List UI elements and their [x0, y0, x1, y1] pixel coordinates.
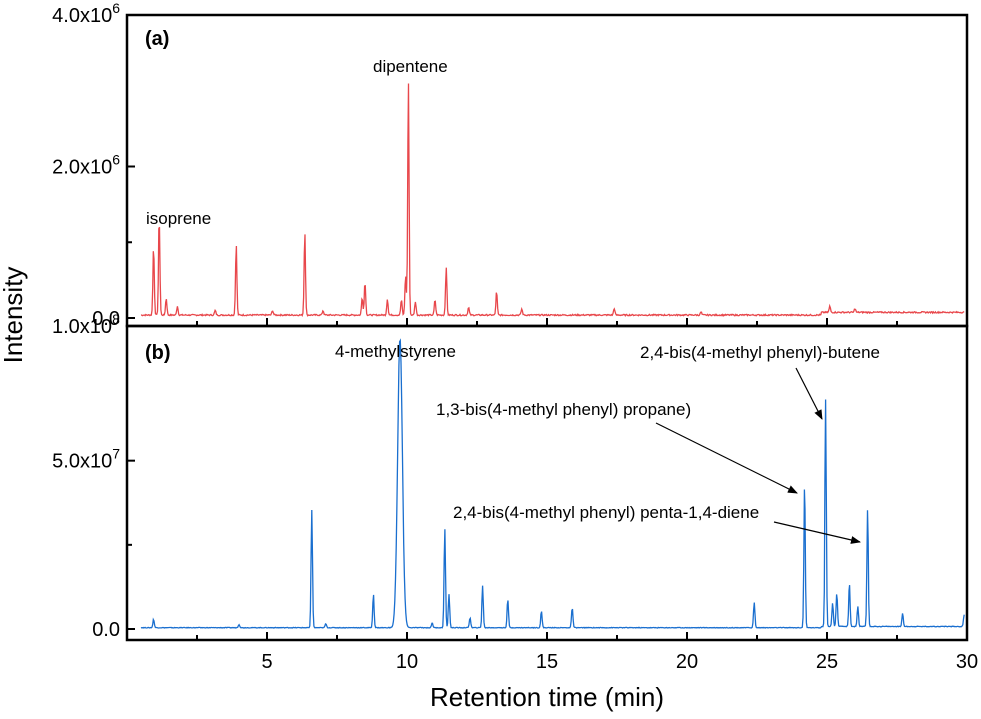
axis-ticks: [126, 14, 968, 640]
trace-panel-b: [140, 338, 965, 629]
y-tick-label-b-1: 5.0x107: [52, 446, 120, 473]
x-axis-title: Retention time (min): [430, 682, 664, 712]
x-tick-label-10: 10: [396, 651, 418, 673]
panel-a-frame: [125, 13, 969, 328]
x-tick-label-20: 20: [676, 651, 698, 673]
x-tick-label-30: 30: [956, 651, 978, 673]
overlap-tick-label: 1.0x108: [52, 311, 120, 338]
y-tick-label-b-0: 0.0: [92, 619, 120, 641]
arrow-pentadiene: [773, 521, 861, 544]
arrow-butene: [795, 367, 823, 420]
arrow-propane: [655, 422, 798, 494]
annotation-4-methylstyrene: 4-methylstyrene: [335, 342, 456, 361]
annotation-butene: 2,4-bis(4-methyl phenyl)-butene: [640, 343, 880, 362]
y-axis-title: Intensity: [0, 267, 28, 364]
y-tick-label-a-0: 0.0: [92, 308, 120, 330]
annotation-pentadiene: 2,4-bis(4-methyl phenyl) penta-1,4-diene: [453, 503, 759, 522]
annotation-dipentene: dipentene: [373, 57, 448, 76]
panel-b-label: (b): [145, 342, 171, 364]
x-tick-label-25: 25: [816, 651, 838, 673]
x-tick-label-5: 5: [261, 651, 272, 673]
y-tick-label-a-2: 4.0x106: [52, 0, 120, 27]
annotation-propane: 1,3-bis(4-methyl phenyl) propane): [436, 400, 691, 419]
x-tick-label-15: 15: [536, 651, 558, 673]
y-tick-label-a-1: 2.0x106: [52, 152, 120, 179]
trace-panel-a: [140, 83, 965, 317]
annotation-isoprene: isoprene: [146, 209, 211, 228]
panel-b-frame: [125, 324, 969, 642]
tick-labels: 0.0 2.0x106 4.0x106 0.0 5.0x107 5 10 15 20 25 30: [52, 0, 978, 673]
panel-a-label: (a): [145, 28, 169, 50]
